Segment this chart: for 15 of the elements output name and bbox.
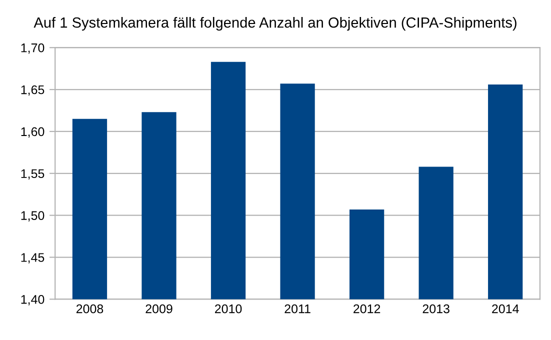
- x-tick-label: 2011: [284, 304, 310, 314]
- y-tick-label: 1,50: [21, 211, 44, 222]
- x-tick-label: 2008: [76, 304, 104, 314]
- chart-title: Auf 1 Systemkamera fällt folgende Anzahl an Objektiven (CIPA-Shipments): [34, 17, 516, 31]
- x-tick-label: 2012: [354, 304, 380, 314]
- y-tick-label: 1,70: [21, 43, 44, 54]
- y-tick-label: 1,60: [21, 127, 44, 138]
- y-tick-label: 1,45: [21, 253, 44, 264]
- x-tick-label: 2013: [422, 304, 450, 314]
- y-tick-label: 1,55: [21, 169, 44, 180]
- y-tick-label: 1,65: [21, 85, 44, 96]
- x-tick-label: 2014: [492, 304, 519, 314]
- x-tick-label: 2010: [215, 304, 242, 314]
- x-tick-label: 2009: [146, 304, 172, 314]
- y-tick-label: 1,40: [21, 295, 44, 306]
